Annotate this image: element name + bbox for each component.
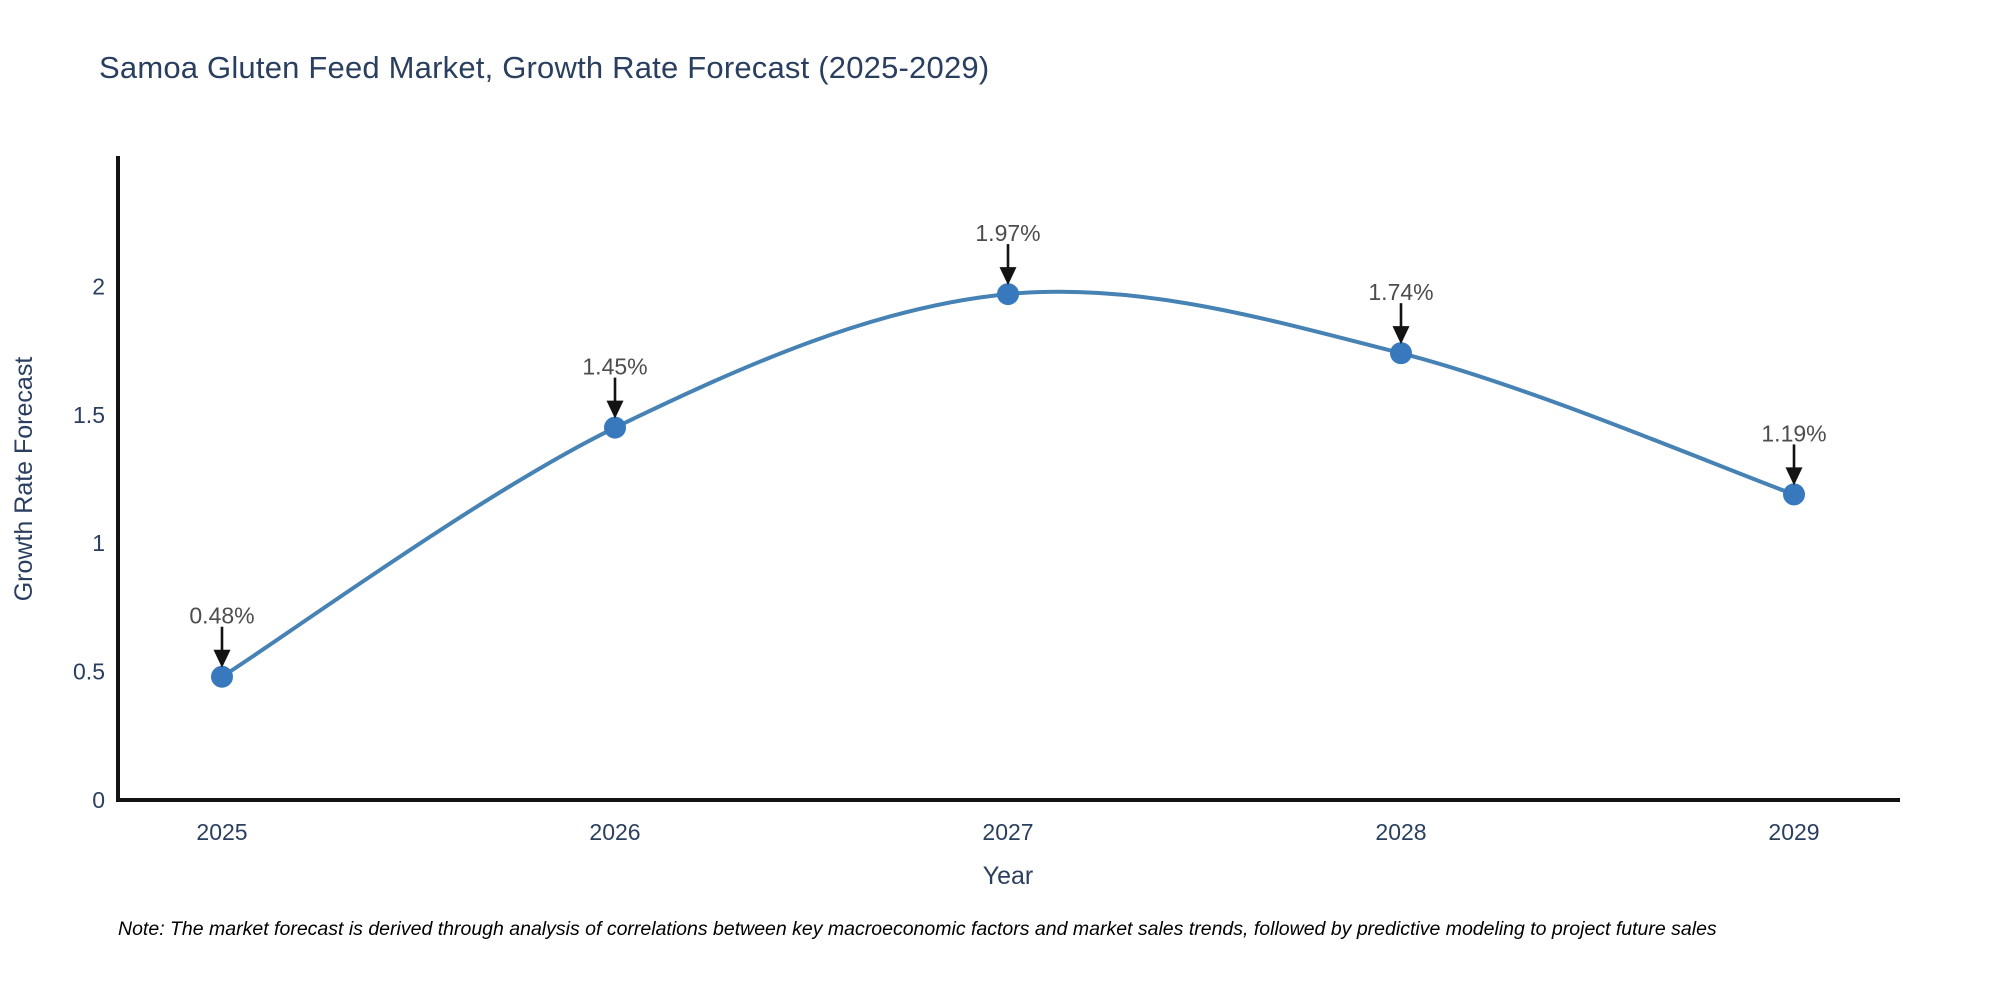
data-point-marker bbox=[1390, 342, 1412, 365]
data-point-marker bbox=[604, 416, 626, 439]
point-value-label: 1.97% bbox=[975, 220, 1040, 246]
data-point-marker bbox=[211, 665, 233, 688]
series-line bbox=[220, 289, 1796, 679]
point-value-label: 1.19% bbox=[1761, 420, 1826, 446]
data-point-marker bbox=[1783, 483, 1805, 506]
x-tick-label: 2025 bbox=[196, 819, 247, 845]
annotation-arrowhead bbox=[1392, 326, 1410, 345]
point-value-label: 0.48% bbox=[189, 603, 254, 629]
y-tick-label: 0 bbox=[92, 787, 105, 813]
y-tick-label: 1.5 bbox=[73, 402, 105, 428]
chart-title: Samoa Gluten Feed Market, Growth Rate Fo… bbox=[99, 50, 990, 85]
y-axis-title: Growth Rate Forecast bbox=[10, 357, 38, 602]
point-value-label: 1.74% bbox=[1368, 279, 1433, 305]
axes-lines bbox=[116, 156, 1900, 802]
annotation-arrowhead bbox=[606, 400, 624, 419]
x-tick-label: 2029 bbox=[1768, 819, 1819, 845]
annotation-arrowhead bbox=[999, 267, 1017, 286]
y-tick-label: 1 bbox=[92, 530, 105, 556]
annotation-arrowhead bbox=[213, 649, 231, 668]
y-tick-label: 2 bbox=[92, 273, 105, 299]
x-axis-title: Year bbox=[983, 862, 1034, 890]
annotation-arrowhead bbox=[1785, 467, 1803, 486]
x-tick-label: 2026 bbox=[589, 819, 640, 845]
point-value-label: 1.45% bbox=[582, 354, 647, 380]
data-point-marker bbox=[997, 283, 1019, 306]
y-tick-label: 0.5 bbox=[73, 659, 105, 685]
x-tick-label: 2027 bbox=[982, 819, 1033, 845]
footnote: Note: The market forecast is derived thr… bbox=[118, 918, 1717, 940]
x-tick-label: 2028 bbox=[1375, 819, 1426, 845]
